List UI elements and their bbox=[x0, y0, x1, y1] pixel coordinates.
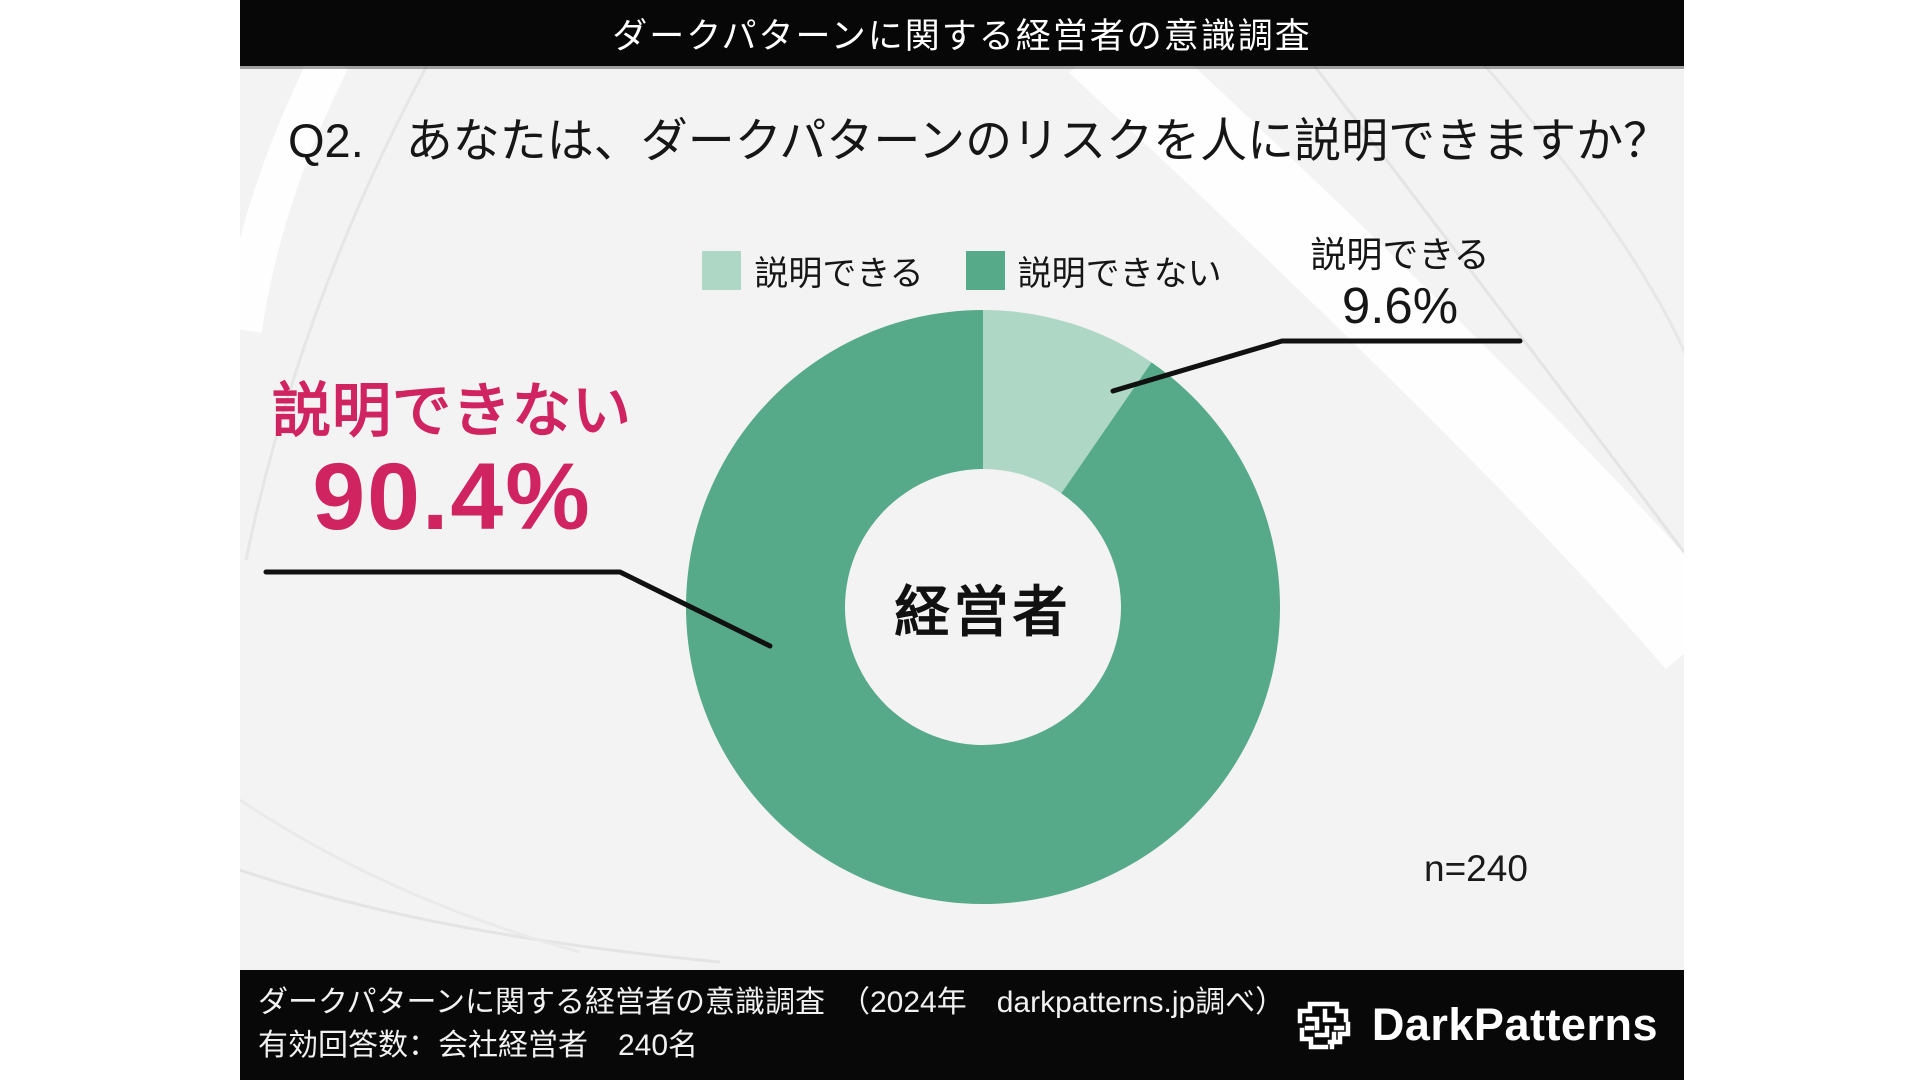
donut-chart bbox=[686, 310, 1280, 904]
leader-lines bbox=[263, 338, 1523, 649]
maze-brain-icon bbox=[1297, 1001, 1351, 1050]
chart-legend: 説明できる 説明できない bbox=[240, 246, 1684, 295]
brand-name: DarkPatterns bbox=[1371, 999, 1658, 1050]
callout-can-explain-label: 説明できる bbox=[1310, 234, 1490, 275]
header-title: ダークパターンに関する経営者の意識調査 bbox=[612, 16, 1312, 56]
callout-cannot-explain: 説明できない 90.4% bbox=[240, 378, 664, 548]
header-bar: ダークパターンに関する経営者の意識調査 bbox=[240, 0, 1684, 66]
legend-item-can-explain: 説明できる bbox=[702, 246, 924, 295]
footer-source-text: ダークパターンに関する経営者の意識調査 （2024年 darkpatterns.… bbox=[258, 982, 1285, 1067]
callout-can-explain: 説明できる 9.6% bbox=[1280, 232, 1520, 336]
legend-swatch-can-explain bbox=[702, 251, 742, 290]
leader-line-cannot-explain bbox=[263, 569, 773, 649]
footer-source-line2: 有効回答数：会社経営者 240名 bbox=[258, 1029, 699, 1062]
legend-swatch-cannot-explain bbox=[965, 251, 1005, 290]
callout-cannot-explain-label: 説明できない bbox=[271, 378, 632, 444]
legend-label-can-explain: 説明できる bbox=[754, 255, 924, 293]
callout-cannot-explain-value: 90.4% bbox=[312, 443, 592, 550]
question-number: Q2. bbox=[288, 114, 364, 167]
footer-source-line1: ダークパターンに関する経営者の意識調査 （2024年 darkpatterns.… bbox=[258, 986, 1286, 1020]
footer-brand: DarkPatterns bbox=[1292, 997, 1658, 1053]
legend-item-cannot-explain: 説明できない bbox=[965, 246, 1222, 295]
leader-line-can-explain bbox=[1110, 338, 1523, 394]
sample-size: n=240 bbox=[1424, 848, 1528, 889]
donut-slice-0 bbox=[983, 310, 1152, 494]
callout-can-explain-value: 9.6% bbox=[1341, 277, 1459, 334]
footer-bar: ダークパターンに関する経営者の意識調査 （2024年 darkpatterns.… bbox=[240, 970, 1684, 1080]
donut-center-label: 経営者 bbox=[894, 581, 1072, 643]
donut-slice-1 bbox=[686, 310, 1280, 904]
legend-label-cannot-explain: 説明できない bbox=[1017, 255, 1222, 293]
question-text: あなたは、ダークパターンのリスクを人に説明できますか？ bbox=[405, 114, 1671, 167]
question-title: Q2. あなたは、ダークパターンのリスクを人に説明できますか？ bbox=[288, 102, 1688, 171]
background-swirl-decoration bbox=[240, 66, 1684, 964]
